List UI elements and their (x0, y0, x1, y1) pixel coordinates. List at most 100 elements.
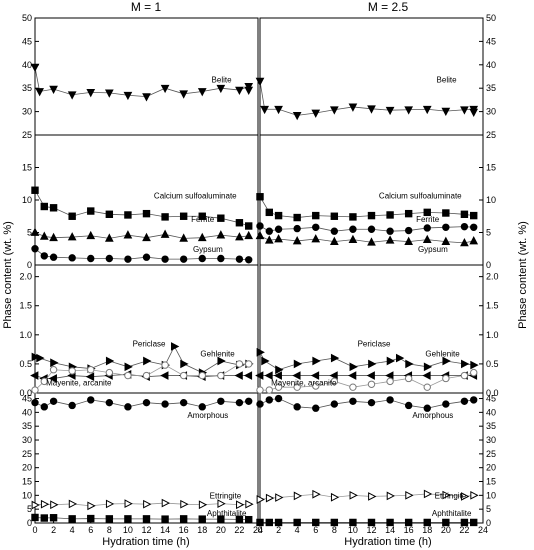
data-point-periclase-left (217, 356, 226, 366)
x-tick-label: 20 (216, 525, 226, 535)
data-point-amorphous-right (274, 394, 283, 403)
data-point-aphthitalite-left (124, 515, 132, 523)
data-point-belite-right (460, 106, 469, 115)
y-tick-label-right: 45 (486, 394, 496, 404)
data-point-belite-right (292, 111, 302, 121)
y-tick-label-left: 15 (22, 477, 32, 487)
data-point-gypsum-left (40, 252, 48, 260)
data-point-calcium-sulfoaluminate-right (423, 208, 431, 217)
data-point-amorphous-left (217, 397, 225, 405)
data-point-aphthitalite-right (330, 518, 339, 527)
x-tick-label: 14 (385, 525, 395, 535)
x-tick-label: 0 (32, 525, 37, 535)
data-point-calcium-sulfoaluminate-right (442, 209, 450, 217)
data-point-periclase-right (470, 360, 479, 370)
y-tick-label-right: 40 (486, 60, 496, 70)
data-point-belite-right (385, 106, 395, 116)
x-axis-title-right: Hydration time (h) (344, 536, 431, 548)
data-point-mayenite-arcanite-right (386, 377, 394, 386)
data-point-calcium-sulfoaluminate-right (274, 211, 283, 220)
data-point-calcium-sulfoaluminate-right (460, 210, 469, 219)
data-point-gehlenite-left (48, 374, 57, 383)
data-point-mayenite-arcanite-left (124, 371, 132, 380)
y-tick-label-right: 0 (486, 260, 491, 270)
data-point-belite-left (35, 88, 44, 97)
data-point-periclase-right (461, 359, 470, 369)
data-point-aphthitalite-right (274, 518, 283, 527)
data-point-gypsum-left (217, 254, 225, 263)
data-point-calcium-sulfoaluminate-left (235, 219, 244, 227)
data-point-periclase-left (105, 356, 115, 366)
series-label-calcium-sulfoaluminate-left: Calcium sulfoaluminate (154, 192, 237, 201)
data-point-ettringite-right (442, 490, 451, 500)
x-tick-label: 6 (88, 525, 93, 535)
data-point-ettringite-right (312, 489, 321, 499)
x-tick-label: 16 (404, 525, 414, 535)
y-tick-label-right: 2.0 (486, 272, 499, 282)
data-point-ettringite-left (245, 499, 254, 509)
data-point-ferrite-left (86, 230, 96, 240)
data-point-ettringite-left (161, 498, 171, 508)
data-point-aphthitalite-right (312, 518, 320, 527)
data-point-belite-left (179, 90, 189, 99)
data-point-ettringite-left (143, 499, 152, 509)
y-tick-label-right: 40 (486, 407, 496, 417)
data-point-gypsum-left (124, 255, 132, 263)
data-point-mayenite-arcanite-left (49, 366, 58, 374)
data-point-periclase-left (143, 356, 152, 366)
data-point-mayenite-arcanite-right (460, 371, 469, 380)
data-point-aphthitalite-right (470, 518, 478, 527)
data-point-periclase-right (405, 359, 414, 369)
series-label-periclase-left: Periclase (133, 339, 166, 348)
y-tick-label-right: 5 (486, 504, 491, 514)
y-tick-label-left: 50 (22, 13, 32, 23)
data-point-mayenite-arcanite-left (245, 360, 253, 368)
x-tick-label: 6 (313, 525, 318, 535)
x-tick-label: 22 (459, 525, 469, 535)
data-point-gypsum-left (142, 253, 151, 261)
data-point-periclase-right (442, 356, 451, 366)
data-point-ferrite-left (197, 232, 207, 242)
data-point-gypsum-right (293, 224, 301, 233)
series-label-amorphous-right: Amorphous (412, 411, 453, 420)
data-point-calcium-sulfoaluminate-right (367, 211, 376, 220)
data-point-ettringite-right (461, 492, 470, 501)
data-point-calcium-sulfoaluminate-right (386, 211, 394, 219)
y-tick-label-right: 0 (486, 518, 491, 528)
data-point-ferrite-right (311, 234, 321, 243)
data-point-amorphous-left (124, 403, 132, 411)
data-point-amorphous-right (386, 396, 394, 404)
y-tick-label-left: 30 (22, 435, 32, 445)
y-tick-label-left: 2.0 (19, 272, 32, 282)
data-point-mayenite-arcanite-right (293, 383, 301, 391)
data-point-gypsum-right (274, 225, 283, 233)
x-tick-label: 14 (160, 525, 170, 535)
data-point-ferrite-right (441, 236, 451, 245)
data-point-periclase-right (330, 353, 340, 363)
data-point-ferrite-right (460, 237, 469, 247)
y-tick-label-left: 45 (22, 394, 32, 404)
x-tick-label: 2 (276, 525, 281, 535)
data-point-periclase-right (349, 362, 358, 372)
y-axis-title-left: Phase content (wt. %) (2, 221, 14, 329)
column-title-left: M = 1 (131, 0, 162, 14)
data-point-gehlenite-left (160, 371, 169, 380)
data-point-gehlenite-right (273, 371, 282, 380)
data-point-periclase-right (423, 362, 433, 372)
data-point-ferrite-right (292, 236, 302, 245)
data-point-mayenite-arcanite-left (161, 361, 169, 369)
data-point-aphthitalite-left (245, 515, 253, 524)
data-point-periclase-right (256, 347, 265, 357)
y-tick-label-right: 25 (486, 449, 496, 459)
data-point-gehlenite-right (422, 371, 431, 380)
data-point-ferrite-right (422, 234, 432, 244)
y-tick-label-right: 10 (486, 490, 496, 500)
data-point-mayenite-arcanite-right (442, 374, 450, 383)
data-point-aphthitalite-right (386, 518, 394, 527)
series-label-ferrite-right: Ferrite (416, 215, 440, 224)
data-point-belite-left (86, 89, 96, 98)
x-tick-label: 18 (422, 525, 432, 535)
data-point-belite-right (469, 108, 479, 117)
y-tick-label-left: 10 (22, 490, 32, 500)
